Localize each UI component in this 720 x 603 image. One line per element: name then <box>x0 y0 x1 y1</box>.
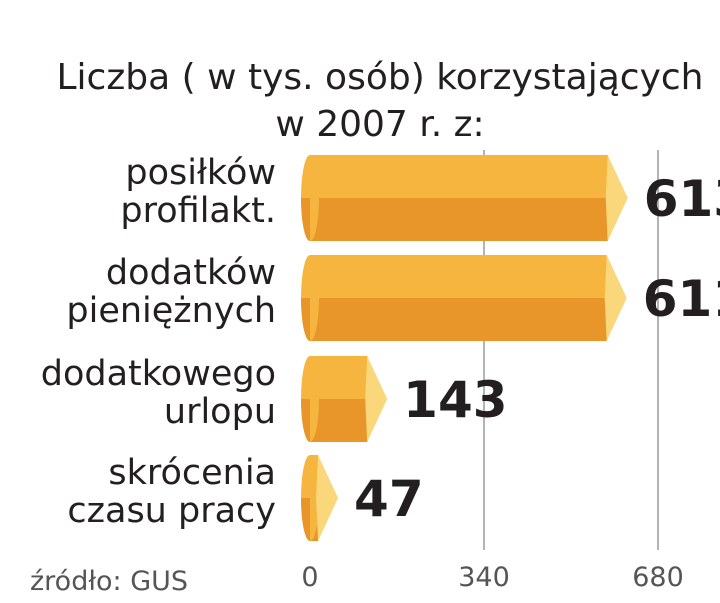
bar-end-cap-tip <box>606 255 627 341</box>
bar-end-cap-tip <box>318 455 339 541</box>
bar-top-face <box>310 356 384 399</box>
category-label-line-2: profilakt. <box>120 191 276 231</box>
tick-label-680: 680 <box>632 562 684 593</box>
bar-bottom-face <box>310 399 384 442</box>
bar-left-edge-shadow <box>301 498 310 541</box>
tick-label-340: 340 <box>458 562 510 593</box>
value-label: 143 <box>403 371 507 429</box>
value-label: 47 <box>354 470 424 528</box>
source-note: źródło: GUS <box>30 566 188 597</box>
bar-end-cap-tip <box>607 155 628 241</box>
x-axis-ticks: 0 340 680 <box>301 562 683 593</box>
category-label-line-1: skrócenia <box>108 453 276 493</box>
value-label: 613 <box>644 170 720 228</box>
bar-end-cap-tip <box>367 356 388 442</box>
chart-title-line-1: Liczba ( w tys. osób) korzystających <box>57 57 704 98</box>
bar-left-edge-shadow <box>301 298 310 341</box>
bar-left-edge-shadow <box>301 198 310 241</box>
category-label-line-2: czasu pracy <box>67 491 276 531</box>
bar-bottom-face <box>310 198 624 241</box>
chart-title-line-2: w 2007 r. z: <box>275 104 484 145</box>
value-label: 611 <box>643 270 720 328</box>
category-label-line-1: posiłków <box>125 153 276 193</box>
bar-top-face <box>310 255 623 298</box>
bar-left-edge-shadow <box>301 399 310 442</box>
tick-label-0: 0 <box>301 562 318 593</box>
bar-bottom-face <box>310 298 623 341</box>
bar-top-face <box>310 155 624 198</box>
category-label-line-1: dodatków <box>106 253 276 293</box>
category-label-line-2: urlopu <box>164 392 276 432</box>
category-label-line-1: dodatkowego <box>41 354 276 394</box>
category-label-line-2: pieniężnych <box>66 291 276 331</box>
